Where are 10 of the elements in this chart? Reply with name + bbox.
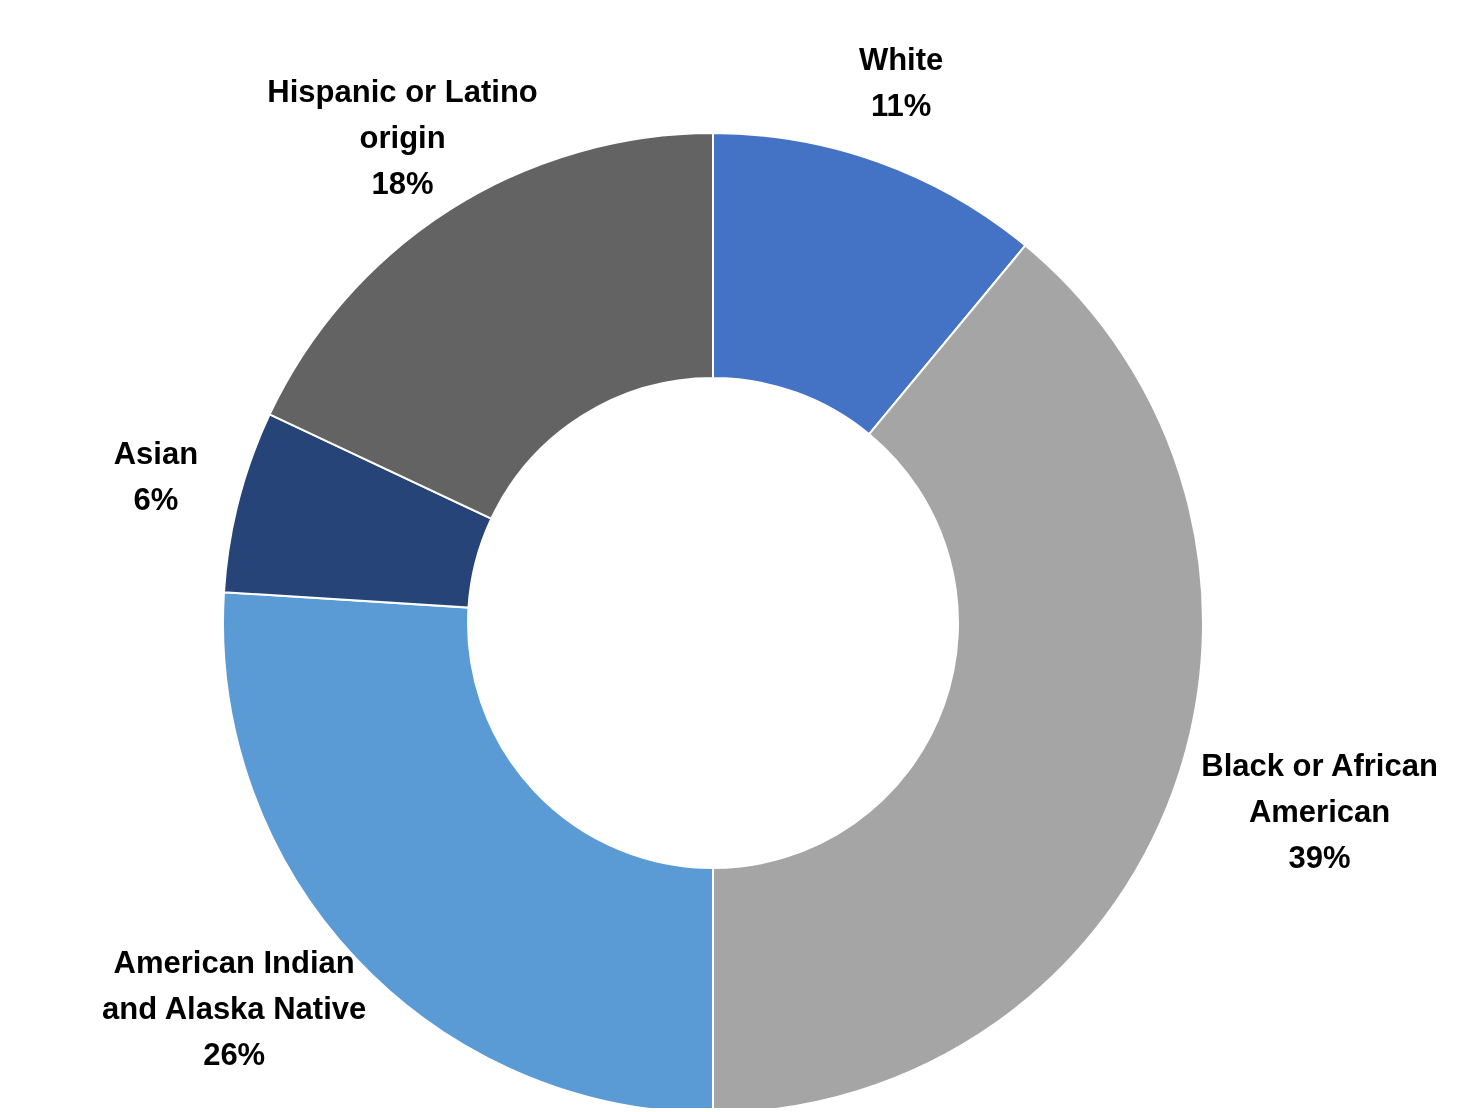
slice-label: American Indian and Alaska Native [102,944,367,1026]
data-label: 6% [133,481,179,517]
slice-label: Asian [113,435,199,471]
slice-label: White [858,41,944,77]
slice-label: Black or African American [1201,747,1438,829]
slice-label: Hispanic or Latino origin [267,73,538,155]
data-label: 39% [1288,839,1351,875]
data-label: 26% [203,1036,266,1072]
data-label: 11% [870,87,932,123]
data-label: 18% [371,165,434,201]
